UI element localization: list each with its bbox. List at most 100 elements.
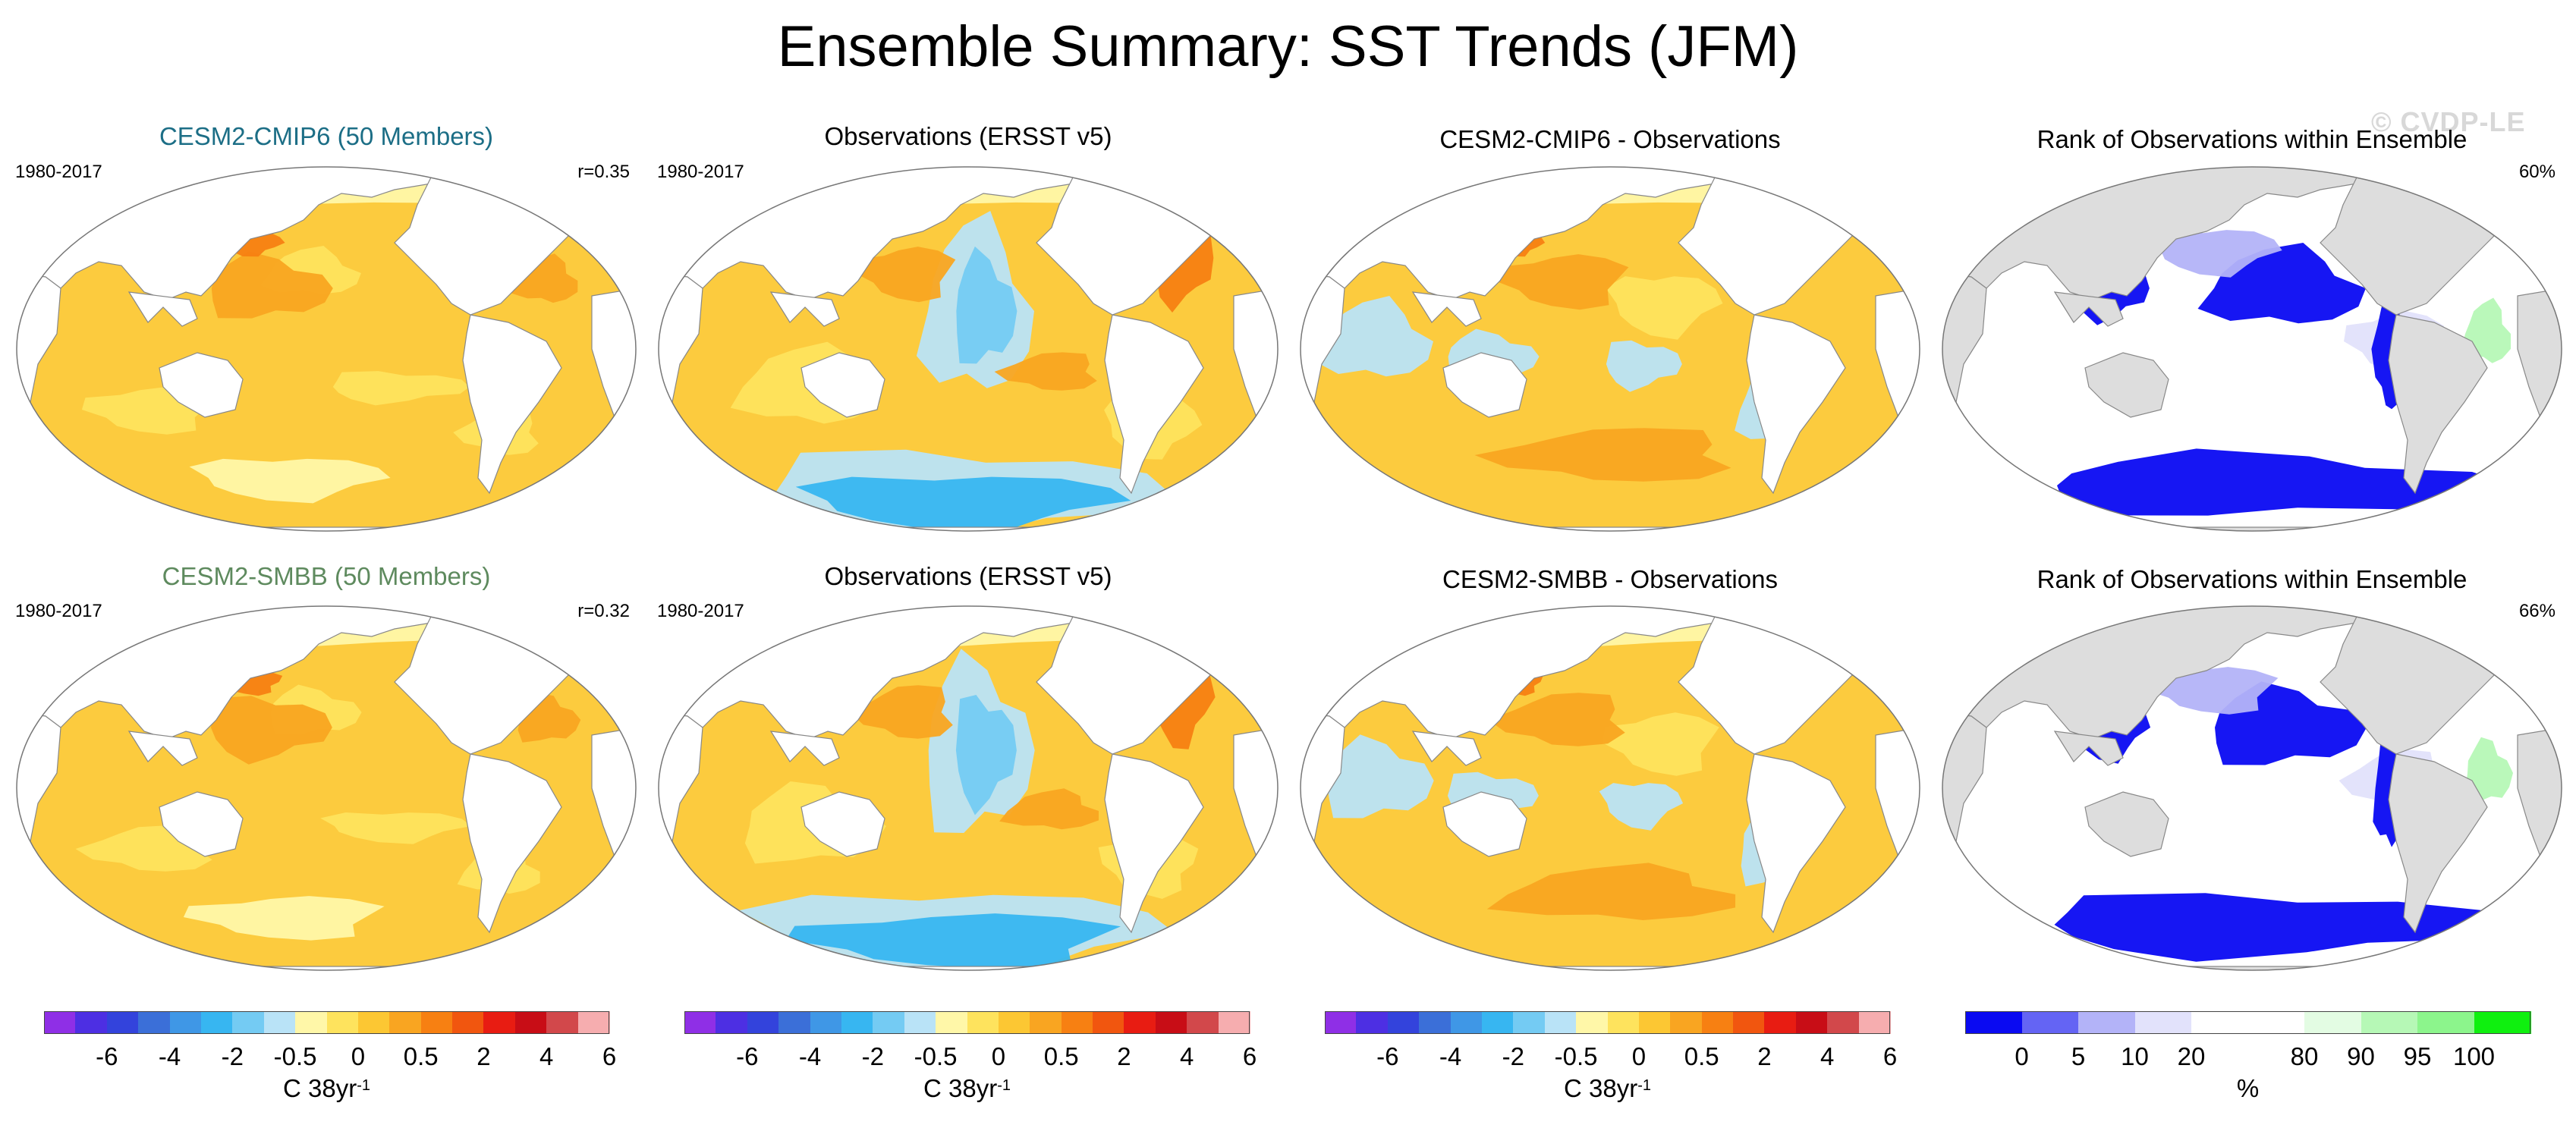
colorbar-swatch (326, 1011, 359, 1034)
colorbar-tick-label: -4 (1439, 1042, 1462, 1070)
colorbar-tick-label: 0 (351, 1042, 366, 1070)
units-exponent: -1 (997, 1077, 1011, 1094)
colorbar-tick-label: 95 (2403, 1042, 2432, 1070)
units-exponent: -1 (1637, 1077, 1651, 1094)
colorbar-swatch (106, 1011, 139, 1034)
colorbar-swatch (1607, 1011, 1640, 1034)
figure-title: Ensemble Summary: SST Trends (JFM) (777, 14, 1799, 79)
colorbar-swatch (232, 1011, 265, 1034)
colorbar-swatch (998, 1011, 1030, 1034)
colorbar-swatch (295, 1011, 328, 1034)
period-label: 1980-2017 (657, 601, 744, 621)
colorbar-tick-label: 20 (2177, 1042, 2206, 1070)
obs-map (658, 166, 1279, 532)
colorbar-swatch (747, 1011, 779, 1034)
colorbar-swatch (1419, 1011, 1452, 1034)
panel-title: Rank of Observations within Ensemble (2037, 565, 2467, 593)
colorbar-swatch (138, 1011, 171, 1034)
colorbar-tick-label: 0.5 (1684, 1042, 1719, 1070)
colorbar-swatch (514, 1011, 547, 1034)
colorbar-tick-label: -4 (798, 1042, 822, 1070)
colorbar-swatch (873, 1011, 905, 1034)
colorbar-swatch (967, 1011, 999, 1034)
colorbar-swatch (2361, 1011, 2418, 1034)
colorbar-swatch (1701, 1011, 1734, 1034)
diff-map (1300, 166, 1920, 532)
panel-title: Rank of Observations within Ensemble (2037, 125, 2467, 153)
colorbar-swatch (1450, 1011, 1483, 1034)
colorbar-tick-label: 6 (1242, 1042, 1257, 1070)
obs-map (658, 605, 1279, 971)
panel-title: CESM2-CMIP6 (50 Members) (159, 122, 494, 150)
colorbar-frame (1325, 1011, 1890, 1034)
units-text: % (2236, 1074, 2260, 1102)
colorbar-swatch (1030, 1011, 1062, 1034)
colorbar-tick-label: 4 (539, 1042, 554, 1070)
stat-label: 66% (2518, 601, 2556, 621)
colorbar-swatch (75, 1011, 108, 1034)
diff-map (1300, 605, 1920, 971)
units-text: C 38yr (923, 1074, 998, 1102)
colorbar-frame (44, 1011, 609, 1034)
stat-label: 60% (2518, 162, 2556, 182)
colorbar-swatch (778, 1011, 811, 1034)
colorbar-swatch (841, 1011, 873, 1034)
colorbar-tick-label: -0.5 (1554, 1042, 1598, 1070)
units-text: C 38yr (1564, 1074, 1638, 1102)
colorbar-tick-label: -2 (1502, 1042, 1524, 1070)
colorbar-swatch (2021, 1011, 2079, 1034)
colorbar: -6 -4 -2 -0.5 0 0.5 2 4 6 C 38yr-1 (1325, 1011, 1897, 1114)
colorbar-swatch (716, 1011, 748, 1034)
colorbar-swatch (1965, 1011, 2023, 1034)
colorbar-tick-label: 4 (1180, 1042, 1194, 1070)
units-text: C 38yr (283, 1074, 357, 1102)
colorbar: -6 -4 -2 -0.5 0 0.5 2 4 6 C 38yr-1 (684, 1011, 1257, 1114)
colorbar-swatch (1858, 1011, 1891, 1034)
colorbar-tick-label: -4 (158, 1042, 181, 1070)
colorbar-swatch (483, 1011, 516, 1034)
trend-map (16, 166, 637, 532)
period-label: 1980-2017 (15, 162, 102, 182)
colorbar-tick-label: -0.5 (273, 1042, 317, 1070)
trend-map (16, 605, 637, 971)
colorbar-swatch (1187, 1011, 1219, 1034)
colorbar-swatch (1387, 1011, 1420, 1034)
colorbar-frame (1965, 1011, 2530, 1034)
colorbar-swatch (1795, 1011, 1828, 1034)
colorbar-swatch (2247, 1011, 2305, 1034)
colorbar-swatch (1124, 1011, 1156, 1034)
colorbar-swatch (2191, 1011, 2249, 1034)
colorbar-swatch (452, 1011, 485, 1034)
colorbar-swatch (1513, 1011, 1546, 1034)
colorbar-swatch (810, 1011, 842, 1034)
panel-title: CESM2-SMBB (50 Members) (162, 562, 491, 590)
colorbar-swatch (2078, 1011, 2136, 1034)
colorbar-tick-label: -0.5 (914, 1042, 958, 1070)
colorbar-units: C 38yr-1 (44, 1073, 609, 1104)
rank-map (1942, 605, 2562, 971)
colorbar-tick-label: 4 (1820, 1042, 1835, 1070)
colorbar-swatch (1218, 1011, 1250, 1034)
colorbar-swatch (1733, 1011, 1766, 1034)
rank-map (1942, 166, 2562, 532)
colorbar-tick-label: 100 (2452, 1042, 2496, 1070)
colorbar-units: % (1965, 1073, 2530, 1104)
colorbar-frame (684, 1011, 1250, 1034)
units-exponent: -1 (357, 1077, 370, 1094)
colorbar-tick-label: 0.5 (403, 1042, 439, 1070)
colorbar-swatch (1356, 1011, 1389, 1034)
colorbar-tick-label: 80 (2290, 1042, 2319, 1070)
colorbar-tick-label: -6 (96, 1042, 118, 1070)
colorbar-tick-label: 2 (477, 1042, 491, 1070)
colorbar-swatch (2417, 1011, 2475, 1034)
colorbar-swatch (904, 1011, 936, 1034)
colorbar-swatch (577, 1011, 610, 1034)
colorbar-swatch (389, 1011, 422, 1034)
colorbar-tick-label: -2 (861, 1042, 884, 1070)
colorbar-tick-label: 2 (1757, 1042, 1772, 1070)
colorbar-swatch (1576, 1011, 1609, 1034)
colorbar-swatch (2474, 1011, 2531, 1034)
colorbar-swatch (1544, 1011, 1577, 1034)
panel-title: CESM2-CMIP6 - Observations (1439, 125, 1781, 153)
colorbar: 0 5 10 20 80 90 95 100% (1965, 1011, 2531, 1114)
